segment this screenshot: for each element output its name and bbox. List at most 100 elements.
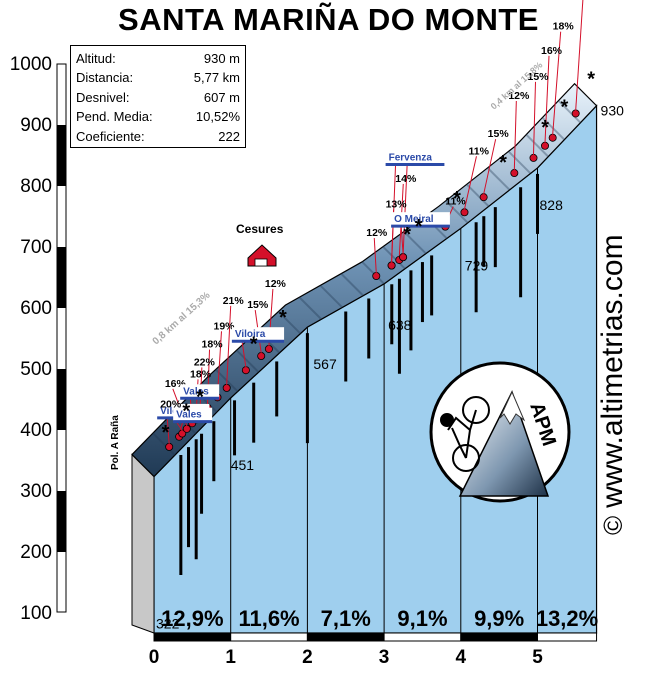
x-tick-label: 1 bbox=[225, 647, 236, 668]
point-marker bbox=[387, 261, 396, 270]
junction-mark: * bbox=[541, 117, 549, 139]
y-tick-label: 600 bbox=[20, 298, 52, 319]
segment-grade-label: 7,1% bbox=[321, 606, 371, 631]
junction-mark: * bbox=[453, 188, 461, 210]
info-row: Altitud: 930 m bbox=[76, 49, 240, 68]
point-leader bbox=[400, 225, 404, 255]
grade-label: 18% bbox=[202, 339, 224, 351]
altitude-label: 729 bbox=[465, 257, 489, 273]
top-shade bbox=[465, 183, 490, 208]
info-value: 10,52% bbox=[195, 109, 240, 125]
km-segment-bar bbox=[230, 632, 308, 642]
place-sign-label: Fervenza bbox=[389, 152, 433, 163]
junction-mark: * bbox=[587, 68, 595, 90]
junction-mark: * bbox=[250, 334, 258, 356]
top-shade bbox=[340, 272, 364, 297]
junction-mark: * bbox=[162, 422, 170, 444]
grade-label: 11% bbox=[468, 145, 489, 157]
point-leader bbox=[402, 165, 408, 255]
info-box: Altitud: 930 m Distancia: 5,77 km Desnivel: 6… bbox=[70, 45, 246, 148]
info-value: 607 m bbox=[203, 89, 240, 105]
point-leader bbox=[544, 55, 550, 143]
info-value: 930 m bbox=[203, 51, 240, 66]
info-label: Coeficiente: bbox=[76, 128, 145, 144]
point-leader bbox=[166, 416, 170, 444]
junction-mark: * bbox=[196, 386, 204, 408]
point-marker bbox=[479, 193, 488, 202]
info-row: Distancia: 5,77 km bbox=[76, 68, 240, 87]
chart-title: SANTA MARIÑA DO MONTE bbox=[118, 2, 539, 37]
annotation-label: Pol. A Raña bbox=[110, 415, 121, 470]
place-sign-label: Viloira bbox=[235, 329, 266, 340]
segment-grade-label: 13,2% bbox=[536, 606, 598, 631]
junction-mark: * bbox=[499, 152, 507, 174]
point-marker bbox=[548, 133, 557, 142]
x-tick-label: 0 bbox=[149, 647, 160, 668]
altitude-label: 567 bbox=[313, 356, 337, 372]
annotation-label: Cesures bbox=[236, 222, 284, 236]
profile-layer bbox=[131, 82, 598, 634]
segment-grade-label: 12,9% bbox=[161, 606, 223, 631]
km-segment-bar bbox=[153, 632, 232, 642]
y-tick-label: 700 bbox=[20, 237, 52, 258]
point-marker bbox=[372, 271, 381, 280]
info-row: Coeficiente: 222 bbox=[76, 127, 240, 146]
segment-grade-label: 11,6% bbox=[238, 606, 299, 631]
point-leader bbox=[575, 0, 584, 111]
info-value: 5,77 km bbox=[193, 70, 240, 86]
top-shade bbox=[525, 133, 549, 158]
grade-label: 18% bbox=[190, 368, 212, 380]
grade-label: 18% bbox=[553, 21, 575, 33]
info-value: 222 bbox=[218, 128, 240, 144]
top-shade bbox=[298, 296, 323, 320]
x-tick-label: 3 bbox=[379, 647, 390, 668]
sign-bg bbox=[231, 327, 285, 341]
point-marker bbox=[529, 153, 538, 162]
top-shade bbox=[557, 99, 582, 124]
grade-label: 11% bbox=[445, 196, 466, 208]
top-shade bbox=[319, 284, 343, 309]
junction-mark: * bbox=[415, 216, 423, 238]
point-marker bbox=[460, 208, 469, 217]
copyright-symbol: © bbox=[598, 515, 628, 535]
top-shade bbox=[507, 150, 532, 175]
junction-mark: * bbox=[403, 224, 411, 246]
info-label: Distancia: bbox=[76, 70, 134, 86]
grade-label: 15% bbox=[488, 128, 510, 140]
y-tick-label: 400 bbox=[20, 420, 52, 441]
point-marker bbox=[510, 169, 519, 178]
y-tick-label: 100 bbox=[20, 603, 52, 624]
y-tick-label: 1000 bbox=[10, 54, 52, 75]
point-marker bbox=[399, 253, 408, 262]
altitude-label: 638 bbox=[388, 317, 412, 333]
top-shade bbox=[403, 230, 427, 255]
junction-mark: * bbox=[279, 307, 287, 329]
profile-top bbox=[131, 82, 598, 478]
village-icon-door bbox=[254, 258, 268, 267]
junction-mark: * bbox=[560, 97, 568, 119]
top-shade bbox=[486, 167, 511, 191]
y-tick-label: 900 bbox=[20, 115, 52, 136]
info-label: Desnivel: bbox=[76, 89, 130, 105]
grade-label: 15% bbox=[247, 299, 269, 311]
y-tick-labels: 100 200 300 400 500 600 700 800 900 1000 bbox=[10, 54, 52, 624]
y-tick-label: 500 bbox=[20, 359, 52, 380]
point-leader bbox=[216, 331, 222, 395]
sign-bg bbox=[180, 384, 220, 398]
y-scale-bar bbox=[56, 63, 67, 613]
info-label: Pend. Media: bbox=[76, 109, 153, 125]
point-marker bbox=[571, 109, 580, 118]
apm-logo: APM bbox=[429, 361, 571, 503]
place-sign-label: Vales bbox=[176, 410, 202, 421]
watermark: © www.altimetrias.com bbox=[596, 234, 636, 535]
x-tick-label: 2 bbox=[302, 647, 313, 668]
point-leader bbox=[226, 305, 232, 385]
point-leader bbox=[552, 31, 562, 135]
info-row: Pend. Media: 10,52% bbox=[76, 107, 240, 126]
sign-bg bbox=[391, 212, 450, 226]
segment-gradients: 12,9% 11,6% 7,1% 9,1% 9,9% 13,2% bbox=[153, 606, 598, 642]
top-shade bbox=[235, 349, 260, 373]
y-tick-label: 800 bbox=[20, 176, 52, 197]
